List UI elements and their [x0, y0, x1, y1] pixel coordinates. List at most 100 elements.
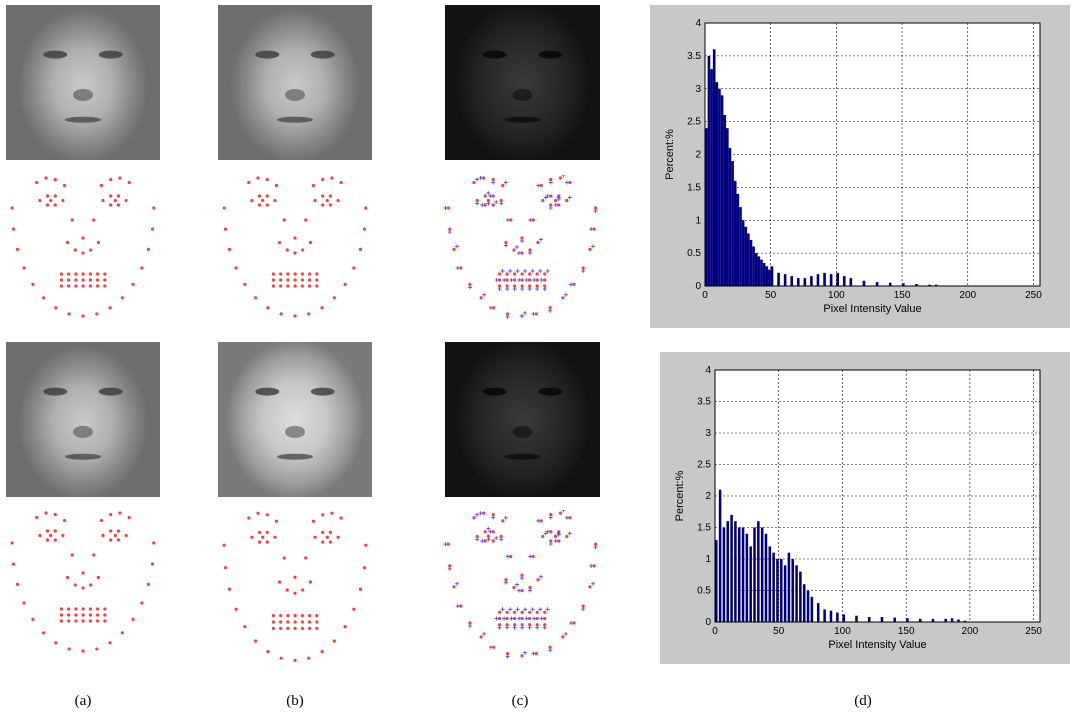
histogram-bar [745, 533, 749, 622]
landmark-point [59, 272, 64, 276]
y-tick-label: 1.5 [687, 182, 701, 193]
landmark-point [535, 284, 539, 288]
landmark-cross [500, 607, 505, 612]
label-b: (b) [286, 693, 304, 709]
x-tick-label: 250 [1025, 626, 1042, 637]
x-tick-label: 200 [962, 626, 979, 637]
landmark-point [109, 538, 113, 542]
landmark-point [108, 306, 112, 310]
landmark-point [286, 284, 290, 288]
mouth [277, 116, 313, 123]
landmark-point [534, 312, 538, 316]
histogram-bar [944, 618, 947, 622]
y-tick-label: 0 [695, 281, 701, 292]
histogram-bar [931, 618, 935, 622]
histogram-bar [928, 284, 931, 286]
landmark-point [293, 658, 297, 662]
left-eye [482, 387, 507, 396]
landmark-point [278, 580, 282, 584]
landmark-cross [542, 625, 547, 630]
landmark-point [539, 519, 543, 523]
landmark-point [22, 601, 26, 605]
landmark-point [88, 278, 92, 282]
landmark-point [549, 203, 553, 207]
landmark-point [505, 284, 509, 288]
landmark-point [472, 516, 476, 520]
landmark-point [492, 645, 496, 649]
landmark-point [492, 306, 496, 310]
histogram-bar [752, 246, 755, 286]
landmark-point [103, 278, 107, 282]
y-tick-label: 4 [695, 18, 701, 29]
landmark-point [513, 610, 517, 614]
landmark-point [313, 198, 317, 203]
landmark-point [285, 248, 289, 252]
landmark-point [67, 312, 71, 316]
landmark-point [222, 206, 226, 210]
landmark-point [358, 587, 363, 591]
landmark-cross [548, 515, 553, 520]
landmark-point [271, 626, 276, 630]
landmark-point [362, 227, 367, 231]
landmark-cross [528, 554, 533, 559]
landmark-cross [509, 616, 514, 621]
y-tick-label: 2.5 [687, 117, 701, 128]
landmark-cross [548, 542, 553, 546]
landmark-point [92, 218, 96, 222]
landmark-cross [486, 537, 491, 542]
landmark-cross [561, 175, 566, 177]
landmark-point [535, 272, 539, 276]
x-tick-label: 0 [712, 626, 718, 637]
landmark-point [491, 203, 495, 207]
landmark-point [313, 535, 317, 539]
landmark-point [535, 278, 539, 282]
histogram-bar [744, 226, 748, 286]
landmark-cross [556, 531, 561, 536]
landmark-point [513, 272, 517, 276]
landmark-cross [488, 529, 493, 534]
landmark-point [81, 272, 85, 276]
landmark-point [568, 516, 572, 520]
landmark-point [53, 203, 57, 207]
landmark-point [565, 198, 569, 203]
landmark-point [45, 203, 50, 207]
landmark-point [304, 556, 308, 560]
landmark-point [54, 641, 58, 645]
landmark-cross [548, 648, 553, 653]
landmark-point [504, 240, 508, 245]
landmark-point [273, 198, 277, 203]
histogram-bar [733, 180, 737, 286]
landmark-cross [545, 529, 550, 534]
histogram-bar [723, 115, 727, 286]
landmark-point [67, 647, 71, 651]
landmark-point [520, 654, 524, 658]
landmark-point [520, 251, 524, 255]
landmark-cross [539, 278, 544, 282]
landmark-point [549, 177, 553, 182]
landmark-point [320, 650, 324, 654]
landmark-point [81, 314, 85, 318]
histogram-bar [842, 276, 846, 286]
landmark-point [528, 585, 532, 590]
histogram-bar [842, 614, 845, 622]
landmark-cross [538, 607, 543, 612]
landmark-point [96, 240, 100, 245]
landmark-point [223, 566, 228, 570]
landmark-point [101, 198, 105, 203]
landmark-cross [535, 287, 540, 291]
landmark-point [96, 284, 100, 288]
landmark-point [88, 272, 92, 276]
histogram-bar [770, 266, 774, 286]
landmark-point [234, 607, 238, 611]
x-tick-label: 50 [765, 290, 777, 301]
landmark-point [520, 616, 524, 621]
landmark-point [286, 272, 290, 276]
landmark-point [256, 176, 260, 180]
landmark-point [293, 251, 297, 255]
landmark-point [325, 535, 329, 539]
landmark-cross [455, 604, 460, 609]
landmark-cross [486, 191, 491, 195]
histogram-bar [802, 584, 806, 622]
histogram-bar [722, 527, 726, 622]
landmark-point [343, 625, 347, 629]
